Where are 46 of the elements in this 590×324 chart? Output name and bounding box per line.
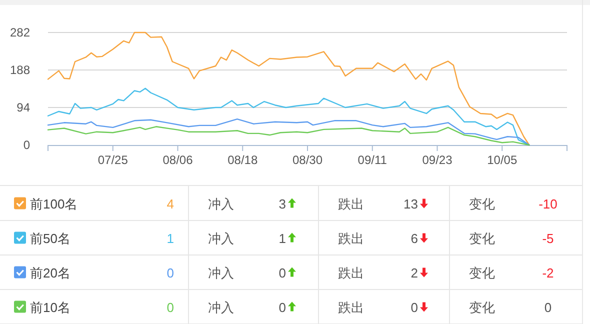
text: -5: [542, 230, 554, 246]
x-tick-label: 08/30: [292, 153, 323, 167]
x-tick-label: 09/23: [422, 153, 453, 167]
text: 变化: [469, 230, 495, 246]
legend-label: 前20名: [30, 265, 70, 280]
text: 跌出: [338, 196, 364, 212]
x-tick-label: 09/11: [358, 153, 388, 167]
text: 变化: [469, 265, 495, 280]
text: 变化: [469, 300, 495, 315]
text: 4: [166, 196, 174, 212]
text: 跌出: [338, 230, 364, 246]
text: 0: [166, 300, 174, 315]
text: 冲入: [208, 230, 234, 246]
text: 1: [166, 230, 174, 246]
text: 0: [410, 300, 418, 315]
legend-label: 前100名: [30, 196, 78, 212]
legend-label: 前50名: [30, 230, 70, 246]
line-series: [47, 32, 530, 146]
text: 冲入: [208, 196, 234, 212]
line-series: [47, 118, 530, 146]
text: 1: [278, 230, 286, 246]
y-tick-label: 0: [23, 138, 30, 152]
x-tick-label: 07/25: [98, 153, 128, 167]
legend-label: 前10名: [30, 300, 70, 315]
text: 变化: [469, 196, 495, 212]
line-series: [47, 126, 530, 146]
text: 0: [278, 265, 286, 280]
text: 3: [278, 196, 286, 212]
text: 冲入: [208, 300, 234, 315]
text: -2: [542, 265, 554, 280]
text: 冲入: [208, 265, 234, 280]
text: 13: [404, 196, 418, 212]
y-tick-label: 188: [10, 63, 30, 77]
text: 跌出: [338, 300, 364, 315]
text: 0: [278, 300, 286, 315]
text: 2: [410, 265, 418, 280]
text: 跌出: [338, 265, 364, 280]
y-tick-label: 94: [16, 100, 30, 114]
text: 0: [544, 300, 552, 315]
y-tick-label: 282: [10, 26, 30, 40]
text: 0: [166, 265, 174, 280]
x-tick-label: 08/06: [162, 153, 194, 167]
text: 6: [410, 230, 418, 246]
x-tick-label: 10/05: [487, 153, 518, 167]
text: -10: [538, 196, 558, 212]
x-tick-label: 08/18: [228, 153, 258, 167]
